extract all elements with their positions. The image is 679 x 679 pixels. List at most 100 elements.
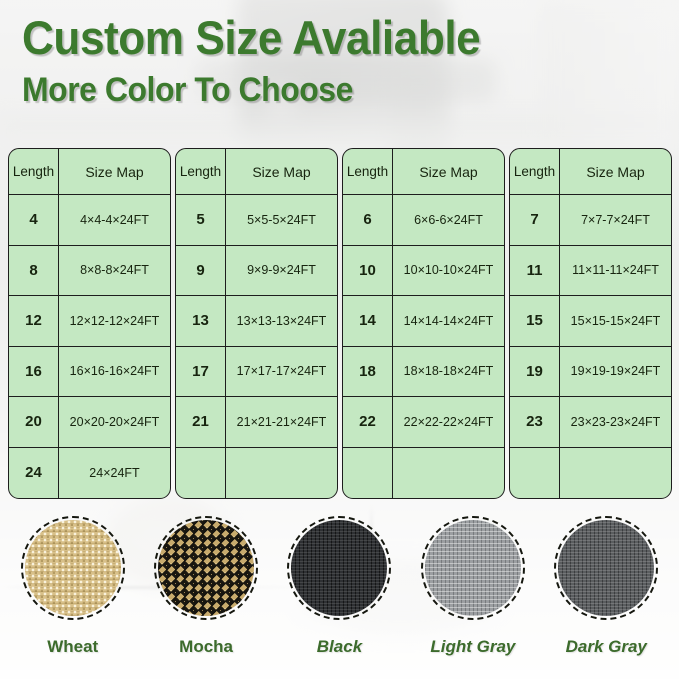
fabric-texture-mocha (158, 520, 255, 616)
swatch-label-black: Black (316, 637, 363, 656)
swatch-disc-light-gray[interactable] (420, 516, 525, 620)
cell-length (176, 447, 226, 498)
swatch-disc-dark-gray[interactable] (554, 516, 659, 620)
color-swatch-black[interactable]: Black (281, 516, 397, 657)
table-row-empty (343, 447, 504, 499)
table-row: 23 23×23-23×24FT (510, 397, 671, 448)
cell-size-map: 15×15-15×24FT (570, 313, 661, 328)
cell-length: 13 (176, 296, 226, 346)
cell-length: 10 (343, 245, 393, 295)
table-row-empty (176, 447, 337, 499)
swatch-label-dark-gray: Dark Gray (565, 637, 647, 656)
cell-size-map: 18×18-18×24FT (403, 364, 494, 379)
cell-length: 22 (343, 397, 393, 447)
table-header-row: Length Size Map (343, 149, 504, 195)
table-row: 17 17×17-17×24FT (176, 346, 337, 397)
column-header-size-map: Size Map (252, 163, 311, 180)
table-row-empty (510, 447, 671, 499)
color-swatch-light-gray[interactable]: Light Gray (415, 516, 531, 657)
cell-size-map (560, 448, 671, 499)
swatch-disc-wheat[interactable] (20, 516, 125, 620)
cell-size-map: 13×13-13×24FT (236, 313, 327, 328)
cell-length: 4 (9, 195, 59, 245)
table-row: 5 5×5-5×24FT (176, 195, 337, 246)
table-row: 10 10×10-10×24FT (343, 245, 504, 296)
cell-length: 8 (9, 245, 59, 295)
column-header-length: Length (176, 149, 226, 194)
swatch-disc-black[interactable] (287, 516, 392, 620)
table-row: 18 18×18-18×24FT (343, 346, 504, 397)
cell-size-map: 23×23-23×24FT (570, 414, 661, 429)
cell-length: 14 (343, 296, 393, 346)
cell-length: 5 (176, 195, 226, 245)
cell-length: 18 (343, 346, 393, 396)
fabric-texture-black (291, 520, 388, 616)
swatch-disc-mocha[interactable] (154, 516, 259, 620)
column-header-length: Length (343, 149, 393, 194)
cell-size-map: 19×19-19×24FT (570, 364, 661, 379)
table-row: 15 15×15-15×24FT (510, 296, 671, 347)
size-table-1: Length Size Map 4 4×4-4×24FT 8 8×8-8×24F… (8, 148, 171, 499)
table-header-row: Length Size Map (9, 149, 170, 195)
cell-length: 24 (9, 447, 59, 498)
fabric-texture-dark-gray (558, 520, 655, 616)
cell-length: 11 (510, 245, 560, 295)
color-swatch-mocha[interactable]: Mocha (148, 516, 264, 657)
fabric-texture-wheat (24, 520, 121, 616)
fabric-texture-light-gray (424, 520, 521, 616)
table-row: 22 22×22-22×24FT (343, 397, 504, 448)
page-subtitle: More Color To Choose (22, 71, 353, 109)
cell-size-map: 5×5-5×24FT (247, 212, 316, 227)
cell-size-map: 4×4-4×24FT (80, 212, 149, 227)
color-swatch-dark-gray[interactable]: Dark Gray (548, 516, 664, 657)
cell-size-map: 12×12-12×24FT (69, 313, 160, 328)
table-row: 6 6×6-6×24FT (343, 195, 504, 246)
cell-length: 12 (9, 296, 59, 346)
table-row: 24 24×24FT (9, 447, 170, 498)
column-header-length: Length (9, 149, 59, 194)
cell-size-map: 10×10-10×24FT (403, 263, 494, 278)
cell-size-map: 7×7-7×24FT (581, 212, 650, 227)
table-header-row: Length Size Map (510, 149, 671, 195)
cell-size-map: 9×9-9×24FT (247, 263, 316, 278)
cell-length: 23 (510, 397, 560, 447)
table-row: 19 19×19-19×24FT (510, 346, 671, 397)
cell-length: 16 (9, 346, 59, 396)
size-table-3: Length Size Map 6 6×6-6×24FT 10 10×10-10… (342, 148, 505, 499)
swatch-label-mocha: Mocha (179, 637, 233, 656)
cell-size-map: 20×20-20×24FT (69, 414, 160, 429)
table-row: 21 21×21-21×24FT (176, 397, 337, 448)
cell-size-map: 6×6-6×24FT (414, 212, 483, 227)
table-header-row: Length Size Map (176, 149, 337, 195)
cell-length: 6 (343, 195, 393, 245)
cell-size-map: 11×11-11×24FT (572, 263, 659, 278)
table-row: 11 11×11-11×24FT (510, 245, 671, 296)
swatch-label-light-gray: Light Gray (430, 637, 516, 656)
table-row: 9 9×9-9×24FT (176, 245, 337, 296)
size-table-2: Length Size Map 5 5×5-5×24FT 9 9×9-9×24F… (175, 148, 338, 499)
table-row: 14 14×14-14×24FT (343, 296, 504, 347)
headings-block: Custom Size Avaliable More Color To Choo… (22, 14, 662, 107)
column-header-size-map: Size Map (419, 163, 478, 180)
cell-length (510, 447, 560, 498)
table-row: 20 20×20-20×24FT (9, 397, 170, 448)
cell-length (343, 447, 393, 498)
color-swatch-wheat[interactable]: Wheat (15, 516, 131, 657)
table-row: 12 12×12-12×24FT (9, 296, 170, 347)
cell-length: 19 (510, 346, 560, 396)
column-header-length: Length (510, 149, 560, 194)
cell-size-map (226, 448, 337, 499)
column-header-size-map: Size Map (85, 163, 144, 180)
table-row: 16 16×16-16×24FT (9, 346, 170, 397)
cell-size-map: 16×16-16×24FT (69, 364, 160, 379)
page-title: Custom Size Avaliable (22, 11, 481, 64)
cell-size-map (393, 448, 504, 499)
column-header-size-map: Size Map (586, 163, 645, 180)
cell-size-map: 22×22-22×24FT (403, 414, 494, 429)
color-swatches-group: Wheat Mocha Black Light Gray Dark Gray (0, 516, 679, 657)
table-row: 8 8×8-8×24FT (9, 245, 170, 296)
cell-length: 17 (176, 346, 226, 396)
cell-size-map: 8×8-8×24FT (80, 263, 149, 278)
cell-length: 7 (510, 195, 560, 245)
cell-length: 21 (176, 397, 226, 447)
